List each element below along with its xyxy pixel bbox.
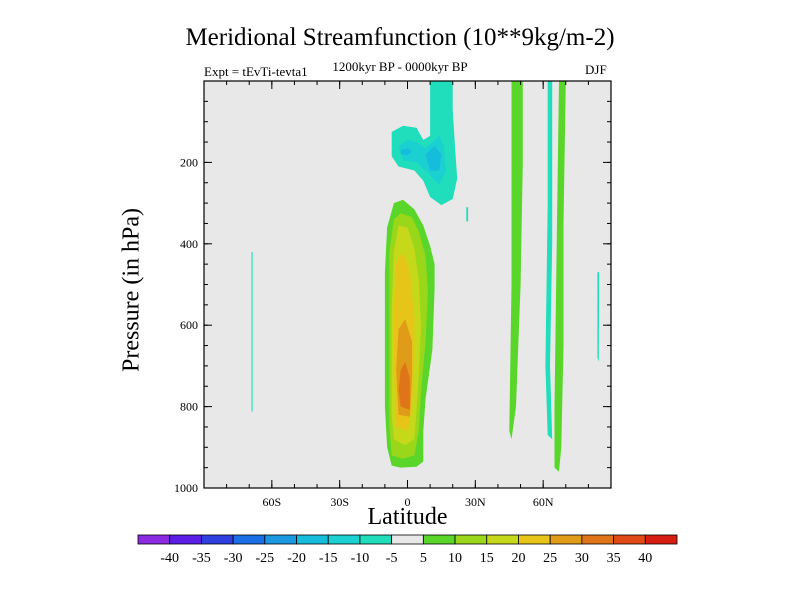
southern-thin-negative-band-level--5 (251, 251, 253, 413)
northern-narrow-negative-band-level--5 (545, 81, 553, 440)
colorbar-label: -15 (319, 551, 338, 566)
colorbar-swatch (391, 534, 424, 545)
colorbar-swatch (264, 534, 297, 545)
colorbar-label: 30 (575, 551, 589, 566)
polar-thin-negative-band-level--5 (597, 272, 600, 362)
small-negative-speck-level--5 (466, 207, 469, 222)
axes: 60S 30S 0 30N 60N 200 400 600 800 1000 (174, 80, 612, 509)
colorbar-swatch (232, 534, 266, 545)
colorbar-swatch (549, 534, 583, 545)
colorbar-label: -10 (351, 551, 370, 566)
colorbar-label: -40 (160, 551, 179, 566)
colorbar-swatch (581, 534, 614, 545)
experiment-label: Expt = tEvTi-tevta1 (204, 64, 308, 79)
colorbar-swatch (518, 534, 551, 545)
colorbar-swatch (137, 534, 171, 545)
chart-title: Meridional Streamfunction (10**9kg/m-2) (185, 24, 615, 51)
x-tick-label: 60N (533, 495, 554, 509)
colorbar-label: 20 (511, 551, 525, 566)
x-axis-label: Latitude (367, 504, 448, 530)
colorbar-swatch (296, 534, 329, 545)
x-tick-label: 0 (405, 495, 411, 509)
colorbar-swatch (201, 534, 234, 545)
y-tick-label: 400 (180, 237, 198, 251)
time-range-label: 1200kyr BP - 0000kyr BP (332, 59, 468, 74)
x-tick-label: 60S (262, 495, 281, 509)
season-label: DJF (585, 62, 607, 77)
colorbar: -40 -35 -30 -25 -20 -15 -10 -5 5 10 15 20 25 30 35 40 (137, 534, 678, 566)
colorbar-swatch (169, 534, 202, 545)
northern-midlatitude-positive-band-level-5 (509, 81, 523, 440)
colorbar-label: -5 (386, 551, 398, 566)
contour-regions (251, 81, 600, 472)
x-tick-label: 30N (465, 495, 486, 509)
colorbar-label: 15 (480, 551, 494, 566)
colorbar-label: -20 (287, 551, 306, 566)
colorbar-swatch (327, 534, 361, 545)
colorbar-label: -35 (192, 551, 211, 566)
colorbar-swatch (613, 534, 646, 545)
colorbar-label: 5 (420, 551, 427, 566)
colorbar-swatch (454, 534, 488, 545)
colorbar-swatch (486, 534, 519, 545)
upper-tropical-negative-cell-level--15 (425, 146, 442, 171)
colorbar-label: 25 (543, 551, 557, 566)
colorbar-label: -30 (224, 551, 243, 566)
colorbar-swatch (422, 534, 456, 545)
x-tick-label: 30S (330, 495, 349, 509)
colorbar-label: 35 (607, 551, 621, 566)
y-tick-label: 1000 (174, 481, 198, 495)
colorbar-swatch (644, 534, 678, 545)
colorbar-label: -25 (255, 551, 274, 566)
colorbar-label: 10 (448, 551, 462, 566)
northern-subpolar-positive-band-level-5 (554, 81, 566, 472)
upper-tropical-negative-cell-level--15 (400, 148, 412, 156)
colorbar-label: 40 (638, 551, 652, 566)
y-tick-label: 800 (180, 400, 198, 414)
y-tick-label: 200 (180, 155, 198, 169)
y-tick-label: 600 (180, 318, 198, 332)
colorbar-swatch (359, 534, 393, 545)
tropical-positive-cell-level-30 (398, 361, 410, 410)
